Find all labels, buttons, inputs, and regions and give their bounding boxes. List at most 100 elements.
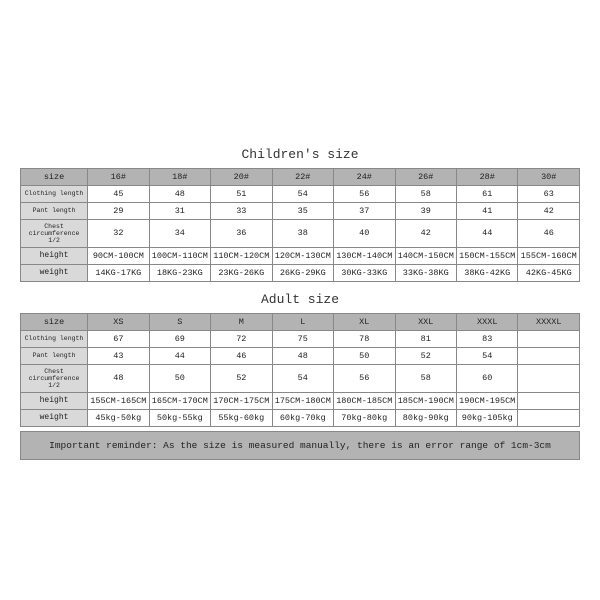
cell: 130CM-140CM bbox=[334, 247, 395, 264]
cell: 155CM-160CM bbox=[518, 247, 580, 264]
cell: 50 bbox=[334, 347, 395, 364]
cell: 155CM-165CM bbox=[88, 392, 149, 409]
cell: 35 bbox=[272, 202, 333, 219]
cell: 43 bbox=[88, 347, 149, 364]
cell: 44 bbox=[456, 219, 517, 247]
cell: 33 bbox=[211, 202, 272, 219]
size-header: XXXXL bbox=[518, 313, 580, 330]
cell: 75 bbox=[272, 330, 333, 347]
row-label: Chest circumference 1/2 bbox=[21, 219, 88, 247]
cell: 83 bbox=[456, 330, 517, 347]
cell: 60 bbox=[456, 364, 517, 392]
cell: 180CM-185CM bbox=[334, 392, 395, 409]
children-table: size 16# 18# 20# 22# 24# 26# 28# 30# Clo… bbox=[20, 168, 580, 282]
cell: 31 bbox=[149, 202, 210, 219]
cell: 33KG-38KG bbox=[395, 264, 456, 281]
cell: 170CM-175CM bbox=[211, 392, 272, 409]
cell: 90CM-100CM bbox=[88, 247, 149, 264]
cell: 44 bbox=[149, 347, 210, 364]
cell: 110CM-120CM bbox=[211, 247, 272, 264]
cell: 190CM-195CM bbox=[456, 392, 517, 409]
table-row: Pant length 43 44 46 48 50 52 54 bbox=[21, 347, 580, 364]
size-header: L bbox=[272, 313, 333, 330]
cell: 54 bbox=[456, 347, 517, 364]
cell: 52 bbox=[211, 364, 272, 392]
cell bbox=[518, 364, 580, 392]
cell: 80kg-90kg bbox=[395, 409, 456, 426]
cell: 42 bbox=[395, 219, 456, 247]
cell: 67 bbox=[88, 330, 149, 347]
cell: 38 bbox=[272, 219, 333, 247]
size-header: 22# bbox=[272, 168, 333, 185]
cell: 46 bbox=[518, 219, 580, 247]
size-label: size bbox=[21, 313, 88, 330]
table-row: size XS S M L XL XXL XXXL XXXXL bbox=[21, 313, 580, 330]
table-row: Clothing length 45 48 51 54 56 58 61 63 bbox=[21, 185, 580, 202]
adult-title: Adult size bbox=[20, 286, 580, 313]
cell bbox=[518, 347, 580, 364]
size-header: XL bbox=[334, 313, 395, 330]
cell: 48 bbox=[272, 347, 333, 364]
row-label: weight bbox=[21, 264, 88, 281]
cell: 72 bbox=[211, 330, 272, 347]
cell: 39 bbox=[395, 202, 456, 219]
size-chart-container: Children's size size 16# 18# 20# 22# 24#… bbox=[20, 141, 580, 460]
row-label: height bbox=[21, 247, 88, 264]
cell: 42KG-45KG bbox=[518, 264, 580, 281]
size-header: XXL bbox=[395, 313, 456, 330]
cell: 54 bbox=[272, 364, 333, 392]
size-header: 20# bbox=[211, 168, 272, 185]
cell: 185CM-190CM bbox=[395, 392, 456, 409]
reminder-text: Important reminder: As the size is measu… bbox=[20, 431, 580, 460]
size-header: S bbox=[149, 313, 210, 330]
size-header: 16# bbox=[88, 168, 149, 185]
table-row: size 16# 18# 20# 22# 24# 26# 28# 30# bbox=[21, 168, 580, 185]
cell: 165CM-170CM bbox=[149, 392, 210, 409]
cell: 100CM-110CM bbox=[149, 247, 210, 264]
cell: 14KG-17KG bbox=[88, 264, 149, 281]
cell: 61 bbox=[456, 185, 517, 202]
cell: 23KG-26KG bbox=[211, 264, 272, 281]
cell: 26KG-29KG bbox=[272, 264, 333, 281]
size-header: 30# bbox=[518, 168, 580, 185]
cell: 52 bbox=[395, 347, 456, 364]
cell bbox=[518, 330, 580, 347]
cell: 60kg-70kg bbox=[272, 409, 333, 426]
cell bbox=[518, 392, 580, 409]
table-row: Chest circumference 1/2 32 34 36 38 40 4… bbox=[21, 219, 580, 247]
cell: 41 bbox=[456, 202, 517, 219]
row-label: Chest circumference 1/2 bbox=[21, 364, 88, 392]
cell: 55kg-60kg bbox=[211, 409, 272, 426]
table-row: Clothing length 67 69 72 75 78 81 83 bbox=[21, 330, 580, 347]
cell: 56 bbox=[334, 364, 395, 392]
cell: 32 bbox=[88, 219, 149, 247]
table-row: Pant length 29 31 33 35 37 39 41 42 bbox=[21, 202, 580, 219]
row-label: Clothing length bbox=[21, 185, 88, 202]
row-label: Clothing length bbox=[21, 330, 88, 347]
cell: 63 bbox=[518, 185, 580, 202]
size-header: 18# bbox=[149, 168, 210, 185]
size-header: M bbox=[211, 313, 272, 330]
size-header: 24# bbox=[334, 168, 395, 185]
cell: 50kg-55kg bbox=[149, 409, 210, 426]
table-row: Chest circumference 1/2 48 50 52 54 56 5… bbox=[21, 364, 580, 392]
cell: 54 bbox=[272, 185, 333, 202]
cell: 37 bbox=[334, 202, 395, 219]
cell: 70kg-80kg bbox=[334, 409, 395, 426]
cell: 40 bbox=[334, 219, 395, 247]
cell: 45 bbox=[88, 185, 149, 202]
cell: 29 bbox=[88, 202, 149, 219]
size-header: 26# bbox=[395, 168, 456, 185]
size-label: size bbox=[21, 168, 88, 185]
cell: 46 bbox=[211, 347, 272, 364]
row-label: weight bbox=[21, 409, 88, 426]
cell: 90kg-105kg bbox=[456, 409, 517, 426]
cell: 120CM-130CM bbox=[272, 247, 333, 264]
cell: 42 bbox=[518, 202, 580, 219]
cell: 34 bbox=[149, 219, 210, 247]
table-row: height 155CM-165CM 165CM-170CM 170CM-175… bbox=[21, 392, 580, 409]
cell: 81 bbox=[395, 330, 456, 347]
adult-table: size XS S M L XL XXL XXXL XXXXL Clothing… bbox=[20, 313, 580, 427]
cell: 58 bbox=[395, 364, 456, 392]
cell: 58 bbox=[395, 185, 456, 202]
